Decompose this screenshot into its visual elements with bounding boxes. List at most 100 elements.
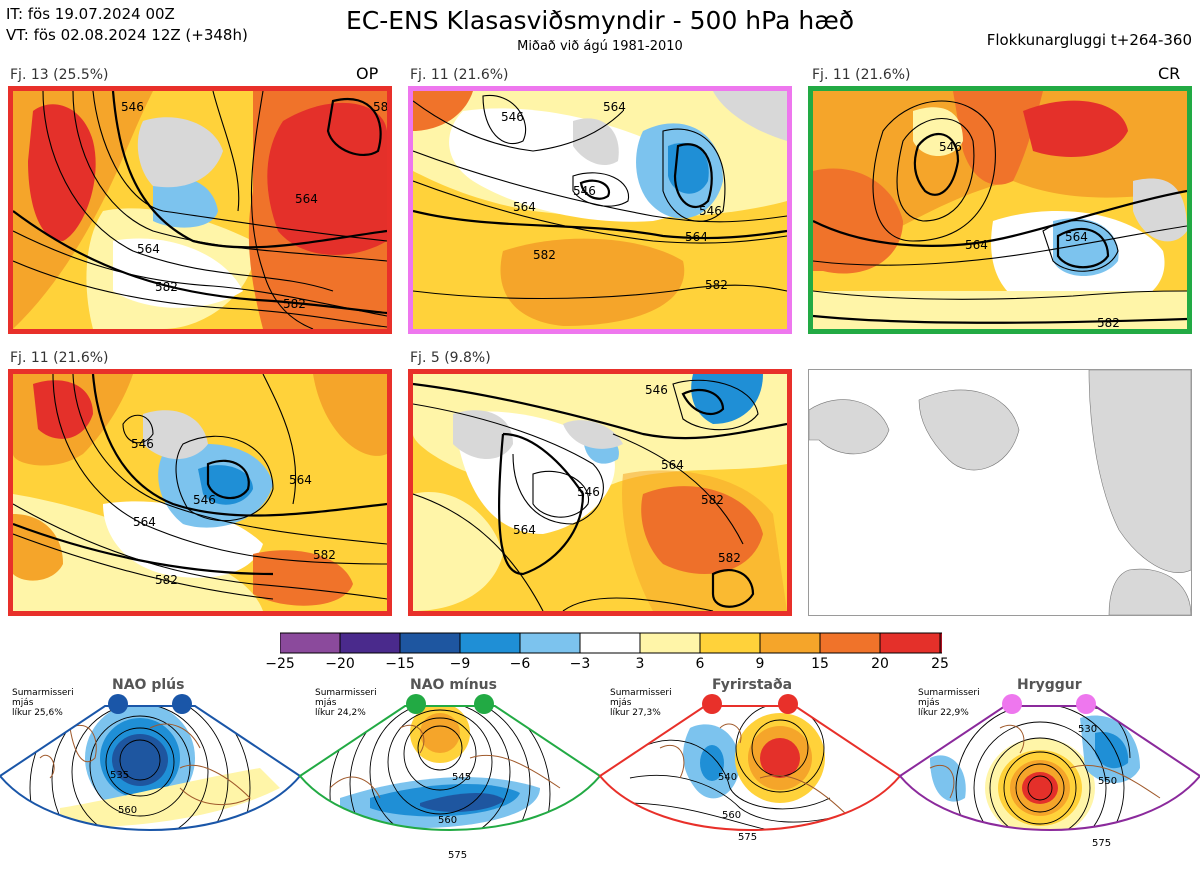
colorbar-segment xyxy=(699,632,761,654)
panel-2-contour-label: 564 xyxy=(603,100,626,114)
panel-3-map: 546 564 564 582 xyxy=(813,91,1187,329)
colorbar-segment xyxy=(759,632,821,654)
panel-3-contour-label: 546 xyxy=(939,140,962,154)
regime-dot-4b xyxy=(1076,694,1096,714)
regime-4-label: 550 xyxy=(1098,776,1117,787)
cluster-panel-1: 564 582 582 564 582 546 xyxy=(8,86,392,334)
regime-4-label: 530 xyxy=(1078,724,1097,735)
panel-5-contour-label: 546 xyxy=(577,485,600,499)
regime-title-blocking: Fyrirstaða xyxy=(712,677,793,693)
valid-time: VT: fös 02.08.2024 12Z (+348h) xyxy=(6,26,248,44)
regime-note-4: Sumarmisseri mjás líkur 22,9% xyxy=(918,688,980,718)
panel-4-contour-label: 564 xyxy=(289,473,312,487)
colorbar-segment xyxy=(519,632,581,654)
panel-1-contour-label: 582 xyxy=(155,280,178,294)
panel-4-contour-label: 582 xyxy=(155,573,178,587)
regime-1-label: 560 xyxy=(118,805,137,816)
panel-5-map: 564 546 564 582 582 546 xyxy=(413,374,787,611)
panel-1-contour-label: 564 xyxy=(295,192,318,206)
regime-map-ridge xyxy=(900,706,1200,830)
init-time: IT: fös 19.07.2024 00Z xyxy=(6,5,175,23)
colorbar-tick-label: −20 xyxy=(325,656,355,672)
regime-dot-1a xyxy=(108,694,128,714)
colorbar-segment xyxy=(819,632,881,654)
panel-3-contour-label: 564 xyxy=(965,238,988,252)
cluster-panel-2: 564 582 582 546 546 564 564 546 xyxy=(408,86,792,334)
panel-1-map: 564 582 582 564 582 546 xyxy=(13,91,387,329)
colorbar-segment xyxy=(879,632,941,654)
header-dates: IT: fös 19.07.2024 00Z VT: fös 02.08.202… xyxy=(6,4,248,46)
regime-maps: 535 560 545 560 575 xyxy=(0,694,1200,861)
panel-1-contour-label: 582 xyxy=(283,297,306,311)
panel-5-contour-label: 564 xyxy=(513,523,536,537)
panel-1-contour-label: 564 xyxy=(137,242,160,256)
panel-2-contour-label: 582 xyxy=(533,248,556,262)
regime-dot-3b xyxy=(778,694,798,714)
page-title: EC-ENS Klasasviðsmyndir - 500 hPa hæð xyxy=(345,6,855,35)
colorbar-tick-label: 15 xyxy=(811,656,829,672)
classification-window: Flokkunargluggi t+264-360 xyxy=(986,31,1192,49)
panel-5-contour-label: 546 xyxy=(645,383,668,397)
colorbar-tick-label: −6 xyxy=(509,656,531,672)
colorbar-segment xyxy=(279,632,341,654)
colorbar-segment xyxy=(339,632,401,654)
panel-4-contour-label: 564 xyxy=(133,515,156,529)
regime-3-label: 575 xyxy=(738,832,757,843)
panel-3-label: Fj. 11 (21.6%) xyxy=(812,67,911,83)
colorbar-strip xyxy=(279,632,1001,654)
panel-2-contour-label: 582 xyxy=(705,278,728,292)
panel-4-contour-label: 546 xyxy=(193,493,216,507)
colorbar-tick-label: −9 xyxy=(449,656,471,672)
regime-dot-4a xyxy=(1002,694,1022,714)
regime-2-label: 560 xyxy=(438,815,457,826)
regime-map-nao-minus xyxy=(300,706,600,830)
colorbar xyxy=(279,632,1001,658)
panel-4-label: Fj. 11 (21.6%) xyxy=(10,350,109,366)
panel-2-contour-label: 546 xyxy=(699,204,722,218)
colorbar-segment xyxy=(639,632,701,654)
page-subtitle: Miðað við ágú 1981-2010 xyxy=(517,39,683,54)
regime-3-label: 540 xyxy=(718,772,737,783)
colorbar-segment xyxy=(399,632,461,654)
colorbar-tick-label: −3 xyxy=(569,656,591,672)
panel-3-contour-label: 582 xyxy=(1097,316,1120,329)
panel-2-contour-label: 546 xyxy=(501,110,524,124)
regime-dot-2b xyxy=(474,694,494,714)
regime-dot-3a xyxy=(702,694,722,714)
regime-title-nao-minus: NAO mínus xyxy=(410,677,497,693)
panel-2-contour-label: 564 xyxy=(513,200,536,214)
regime-border-4 xyxy=(898,705,1200,831)
cluster-panel-3: 546 564 564 582 xyxy=(808,86,1192,334)
colorbar-tick-label: 25 xyxy=(931,656,949,672)
colorbar-tick-label: 6 xyxy=(695,656,705,672)
cluster-panel-4: 564 582 582 546 564 546 xyxy=(8,369,392,616)
colorbar-tick-label: −15 xyxy=(385,656,415,672)
panel-1-contour-label: 582 xyxy=(373,100,387,114)
panel-1-tag: OP xyxy=(356,64,379,83)
colorbar-segment xyxy=(939,632,1001,654)
regime-4-label: 575 xyxy=(1092,838,1111,849)
regime-border-1 xyxy=(0,705,302,831)
panel-3-tag: CR xyxy=(1158,64,1181,83)
regime-2-label: 545 xyxy=(452,772,471,783)
regime-title-ridge: Hryggur xyxy=(1017,677,1082,693)
colorbar-segment xyxy=(459,632,521,654)
regime-border-3 xyxy=(598,705,902,831)
panel-4-contour-label: 582 xyxy=(313,548,336,562)
panel-4-map: 564 582 582 546 564 546 xyxy=(13,374,387,611)
regime-note-3: Sumarmisseri mjás líkur 27,3% xyxy=(610,688,672,718)
colorbar-tick-label: 20 xyxy=(871,656,889,672)
regime-note-1: Sumarmisseri mjás líkur 25,6% xyxy=(12,688,74,718)
cluster-panel-5: 564 546 564 582 582 546 xyxy=(408,369,792,616)
panel-1-label: Fj. 13 (25.5%) xyxy=(10,67,109,83)
panel-5-contour-label: 582 xyxy=(718,551,741,565)
empty-map-panel xyxy=(808,369,1192,616)
panel-5-contour-label: 582 xyxy=(701,493,724,507)
regime-border-2 xyxy=(298,705,602,831)
panel-6-map xyxy=(809,370,1191,615)
regime-3-label: 560 xyxy=(722,810,741,821)
colorbar-segment xyxy=(579,632,641,654)
panel-2-map: 564 582 582 546 546 564 564 546 xyxy=(413,91,787,329)
panel-5-label: Fj. 5 (9.8%) xyxy=(410,350,491,366)
panel-2-label: Fj. 11 (21.6%) xyxy=(410,67,509,83)
